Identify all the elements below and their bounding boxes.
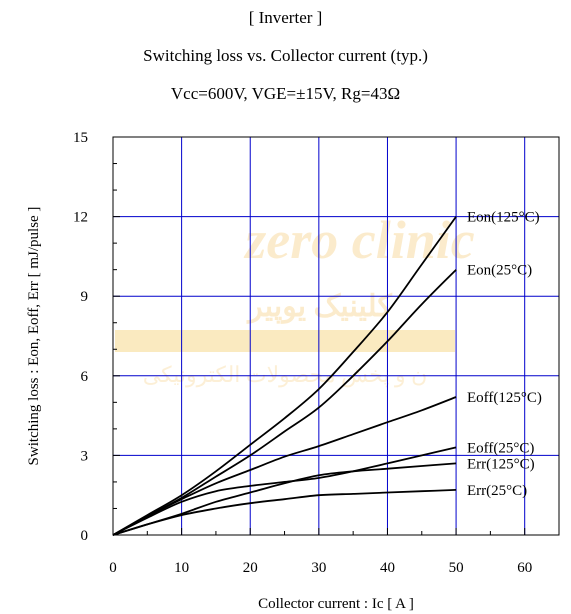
series-line-0	[112, 216, 457, 536]
series-label-3: Eoff(25°C)	[467, 440, 534, 456]
series-label-4: Err(125°C)	[467, 456, 535, 472]
y-tick-labels: 0 3 6 9 12 15	[73, 130, 89, 544]
series-label-1: Eon(25°C)	[467, 263, 532, 279]
x-tick-labels: 0 10 20 30 40 50 60	[109, 560, 532, 576]
series-label-5: Err(25°C)	[467, 483, 527, 499]
y-tick-label-3: 3	[81, 448, 89, 464]
series-line-3	[112, 446, 457, 536]
x-tick-label-0: 0	[109, 560, 117, 576]
y-tick-label-9: 9	[81, 289, 89, 305]
y-axis-label: Switching loss : Eon, Eoff, Err [ mJ/pul…	[26, 207, 42, 466]
x-tick-label-60: 60	[517, 560, 532, 576]
x-tick-label-50: 50	[449, 560, 464, 576]
grid-lines	[113, 137, 559, 535]
watermark-text-latin: zero clinic	[243, 210, 475, 270]
y-tick-label-6: 6	[81, 369, 89, 385]
series-line-1	[112, 269, 457, 536]
x-tick-label-30: 30	[311, 560, 326, 576]
watermark-band	[115, 330, 455, 352]
chart-conditions: Vcc=600V, VGE=±15V, Rg=43Ω	[170, 84, 401, 103]
x-tick-label-40: 40	[380, 560, 395, 576]
series-line-5	[112, 489, 457, 536]
x-axis-label: Collector current : Ic [ A ]	[258, 596, 414, 612]
x-tick-label-20: 20	[243, 560, 258, 576]
y-tick-label-0: 0	[81, 528, 89, 544]
watermark-text-subline: ن و پخش محصولات الکترونیکی	[143, 362, 427, 388]
series-curves	[112, 216, 457, 536]
chart-subtitle: Switching loss vs. Collector current (ty…	[143, 46, 428, 65]
series-labels: Eon(125°C) Eon(25°C) Eoff(125°C) Eoff(25°C)…	[467, 210, 542, 499]
axis-ticks	[112, 136, 560, 536]
y-tick-label-12: 12	[73, 210, 88, 226]
series-label-0: Eon(125°C)	[467, 210, 540, 226]
x-tick-label-10: 10	[174, 560, 189, 576]
chart-title: [ Inverter ]	[248, 8, 323, 27]
series-line-2	[112, 396, 457, 536]
series-label-2: Eoff(125°C)	[467, 390, 542, 406]
y-tick-label-15: 15	[73, 130, 88, 146]
plot-frame	[112, 136, 560, 536]
